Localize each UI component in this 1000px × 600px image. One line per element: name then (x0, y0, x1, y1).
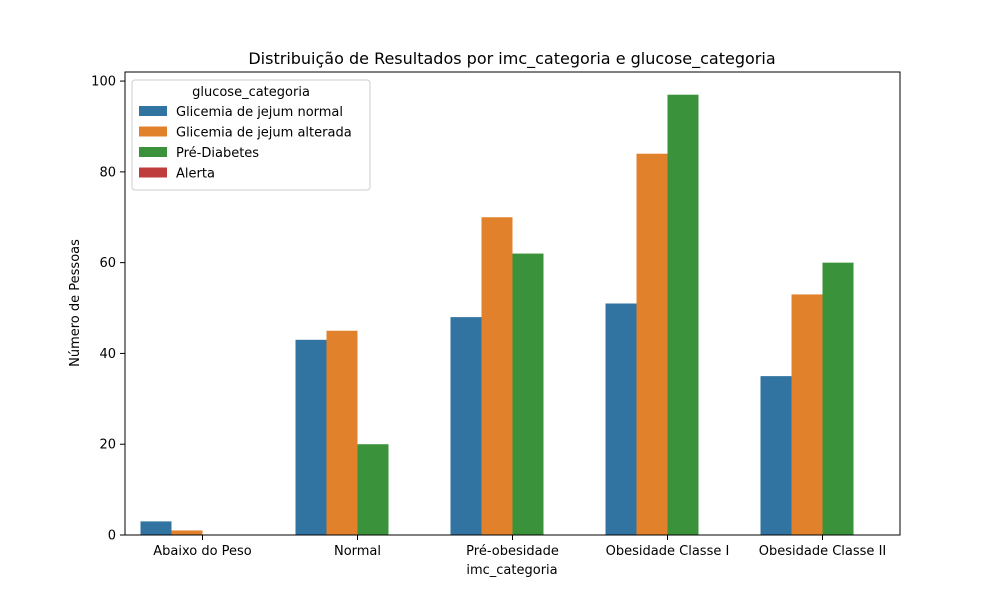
bar (140, 521, 172, 535)
x-tick-label: Obesidade Classe I (606, 544, 730, 559)
legend-entry-label: Pré-Diabetes (176, 146, 259, 161)
legend-box (131, 79, 371, 191)
chart-title: Distribuição de Resultados por imc_categ… (248, 49, 775, 69)
bar (605, 303, 637, 535)
bar (326, 330, 358, 535)
legend-title: glucose_categoria (192, 85, 310, 100)
legend-entry-label: Alerta (176, 167, 215, 182)
bar (512, 253, 544, 535)
legend-swatch (139, 126, 167, 137)
y-tick-label: 20 (99, 438, 116, 453)
x-axis-label: imc_categoria (466, 563, 557, 578)
bar (171, 530, 203, 535)
bar (791, 294, 823, 535)
legend-swatch (139, 167, 167, 178)
bar (636, 153, 668, 535)
y-tick-label: 100 (91, 75, 116, 90)
x-tick-label: Normal (334, 544, 381, 559)
legend-entry-label: Glicemia de jejum normal (176, 105, 343, 120)
y-tick-label: 80 (99, 165, 116, 180)
x-tick-label: Obesidade Classe II (759, 544, 886, 559)
bar (760, 376, 792, 535)
bar (667, 94, 699, 535)
x-tick-label: Pré-obesidade (466, 544, 559, 559)
y-axis-label: Número de Pessoas (68, 239, 83, 367)
legend-swatch (139, 147, 167, 157)
y-tick-label: 0 (108, 529, 116, 544)
legend: glucose_categoria Glicemia de jejum norma… (131, 79, 371, 191)
plot-area: 0 20 40 60 80 100 Abaixo do Peso Normal Pré-obes… (91, 71, 901, 559)
bar (450, 317, 482, 535)
legend-swatch (139, 106, 167, 116)
legend-entry-label: Glicemia de jejum alterada (176, 126, 352, 141)
bar (357, 444, 389, 535)
bar (822, 262, 854, 535)
bar (295, 339, 327, 535)
y-tick-label: 60 (99, 256, 116, 271)
bar (481, 217, 513, 535)
y-tick-label: 40 (99, 347, 116, 362)
x-tick-label: Abaixo do Peso (153, 544, 252, 559)
